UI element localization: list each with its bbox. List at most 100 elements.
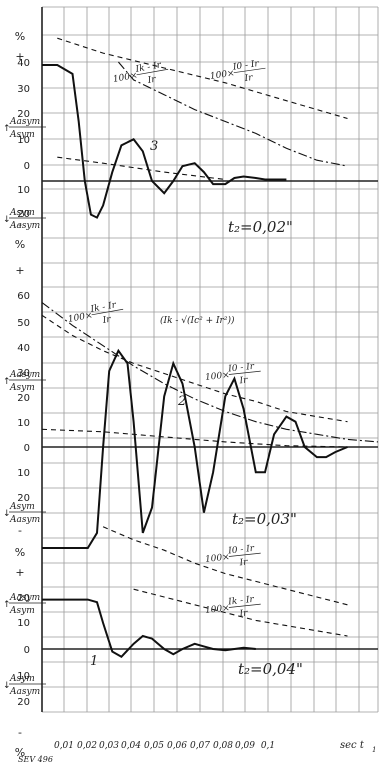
- sign-marker: %: [15, 546, 25, 559]
- annotation-prefix: 100×: [112, 71, 138, 85]
- ratio-numerator: Aasym: [9, 370, 40, 380]
- ratio-numerator: Asym: [9, 208, 35, 218]
- series-line: [117, 61, 348, 167]
- x-tick-label: 0,04: [121, 741, 141, 751]
- y-tick-label: 20: [17, 209, 30, 220]
- x-axis-unit-sub: 1: [372, 746, 376, 754]
- annotation-text: (Ik - √(Ic² + Ir²)): [160, 315, 235, 326]
- x-tick-label: 0,03: [99, 741, 119, 751]
- y-tick-label: 10: [17, 418, 30, 429]
- series-line: [42, 348, 348, 549]
- annotation-numerator: I0 - Ir: [231, 59, 260, 73]
- annotation-bar: [228, 370, 261, 375]
- source-mark: SEV 496: [18, 755, 53, 764]
- series-line: [41, 428, 348, 448]
- annotation-numerator: I0 - Ir: [227, 362, 255, 375]
- annotation-denominator: Ir: [243, 73, 254, 84]
- series-line: [42, 598, 256, 659]
- sign-marker: -: [18, 524, 22, 537]
- annotation-bar: [228, 603, 261, 608]
- series-line: [41, 302, 379, 443]
- ratio-arrow: ↓: [3, 681, 11, 691]
- ratio-arrow: ↑: [3, 377, 11, 387]
- ratio-arrow: ↑: [3, 600, 11, 610]
- series-line: [133, 588, 348, 637]
- annotation: (Ik - √(Ic² + Ir²)): [160, 315, 235, 326]
- y-tick-label: 40: [17, 343, 30, 354]
- curve-label: 1: [90, 654, 98, 669]
- y-tick-label: 20: [17, 593, 30, 604]
- y-tick-label: 10: [17, 468, 30, 479]
- annotation-denominator: Ir: [238, 558, 249, 569]
- sign-marker: -: [18, 726, 22, 739]
- annotation-bar: [136, 68, 169, 76]
- x-tick-label: 0,08: [213, 741, 233, 751]
- param-label: t₂=0,03": [232, 510, 297, 528]
- sign-marker: +: [15, 50, 24, 63]
- annotation-denominator: Ir: [101, 315, 112, 327]
- ratio-numerator: Aasym: [9, 117, 40, 127]
- ratio-denominator: Aasym: [9, 687, 40, 697]
- annotation-prefix: 100×: [205, 552, 231, 565]
- sign-marker: %: [15, 30, 25, 43]
- y-tick-label: 20: [17, 393, 30, 404]
- annotation-prefix: 100×: [205, 370, 231, 383]
- annotation-denominator: Ir: [238, 376, 249, 387]
- ratio-numerator: Aasym: [9, 593, 40, 603]
- x-tick-label: 0,06: [167, 741, 187, 751]
- y-tick-label: 10: [17, 135, 30, 146]
- sign-marker: +: [15, 264, 24, 277]
- ratio-arrow: ↑: [3, 124, 11, 134]
- series-line: [41, 314, 348, 423]
- annotation-bar: [228, 552, 261, 557]
- annotation-prefix: 100×: [67, 311, 93, 325]
- ratio-denominator: Asym: [9, 606, 35, 616]
- series-line: [42, 64, 287, 219]
- y-tick-label: 0: [24, 161, 30, 172]
- y-tick-label: 20: [17, 493, 30, 504]
- param-label: t₂=0,04": [238, 660, 303, 678]
- x-tick-label: 0,01: [54, 741, 74, 751]
- annotation-denominator: Ir: [146, 75, 157, 87]
- y-tick-label: 60: [17, 291, 30, 302]
- annotation-prefix: 100×: [209, 69, 235, 82]
- x-tick-label: 0,05: [144, 741, 164, 751]
- x-tick-label: 0,09: [235, 741, 255, 751]
- sign-marker: %: [15, 238, 25, 251]
- y-tick-label: 20: [17, 697, 30, 708]
- ratio-numerator: Asym: [9, 502, 35, 512]
- y-tick-label: 0: [24, 645, 30, 656]
- ratio-denominator: Asym: [9, 130, 35, 140]
- y-tick-label: 30: [17, 368, 30, 379]
- annotation-numerator: I0 - Ir: [227, 544, 255, 557]
- annotation-numerator: Ik - Ir: [227, 595, 255, 608]
- param-label: t₂=0,02": [228, 218, 293, 236]
- y-tick-label: 30: [17, 84, 30, 95]
- sign-marker: -: [18, 218, 22, 231]
- series-line: [102, 526, 348, 606]
- curve-label: 2: [177, 394, 186, 409]
- ratio-denominator: Asym: [9, 383, 35, 393]
- ratio-arrow: ↓: [3, 215, 11, 225]
- sign-marker: %: [15, 746, 25, 759]
- annotation-bar: [233, 67, 266, 74]
- x-tick-label: 0,07: [190, 741, 210, 751]
- sign-marker: +: [15, 566, 24, 579]
- y-tick-label: 10: [17, 671, 30, 682]
- series-line: [57, 37, 348, 120]
- x-axis-unit: sec t: [340, 740, 365, 751]
- annotation-prefix: 100×: [205, 603, 231, 616]
- y-tick-label: 10: [17, 618, 30, 629]
- y-tick-label: 50: [17, 318, 30, 329]
- y-tick-label: 40: [17, 58, 30, 69]
- x-tick-label: 0,02: [77, 741, 97, 751]
- curve-label: 3: [150, 139, 158, 154]
- ratio-arrow: ↓: [3, 509, 11, 519]
- ratio-denominator: Aasym: [9, 515, 40, 525]
